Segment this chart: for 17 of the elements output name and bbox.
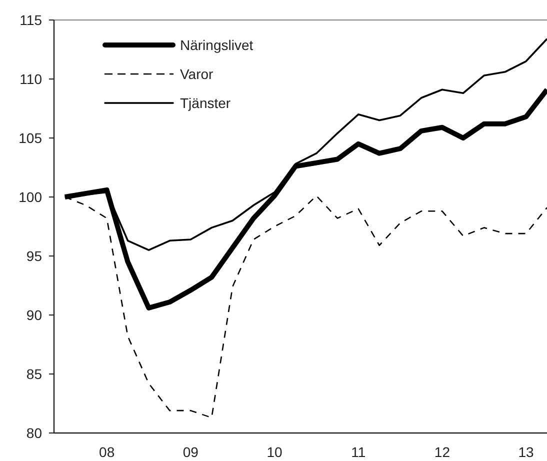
y-tick-label: 80: [26, 424, 42, 441]
legend-label: Varor: [180, 66, 214, 82]
x-tick-label: 08: [99, 444, 115, 460]
x-tick-label: 13: [518, 444, 534, 460]
x-tick-label: 10: [266, 444, 283, 460]
x-tick-label: 11: [351, 444, 366, 460]
y-tick-label: 105: [18, 130, 42, 146]
y-tick-label: 90: [26, 306, 42, 323]
y-tick-label: 115: [20, 12, 42, 28]
x-tick-label: 09: [182, 444, 199, 460]
y-tick-label: 95: [26, 248, 42, 264]
x-tick-label: 12: [434, 444, 450, 460]
y-tick-label: 100: [18, 188, 42, 205]
legend-label: Tjänster: [180, 94, 231, 111]
y-tick-label: 110: [20, 70, 42, 87]
y-tick-label: 85: [26, 366, 42, 382]
legend-label: Näringslivet: [180, 36, 254, 53]
